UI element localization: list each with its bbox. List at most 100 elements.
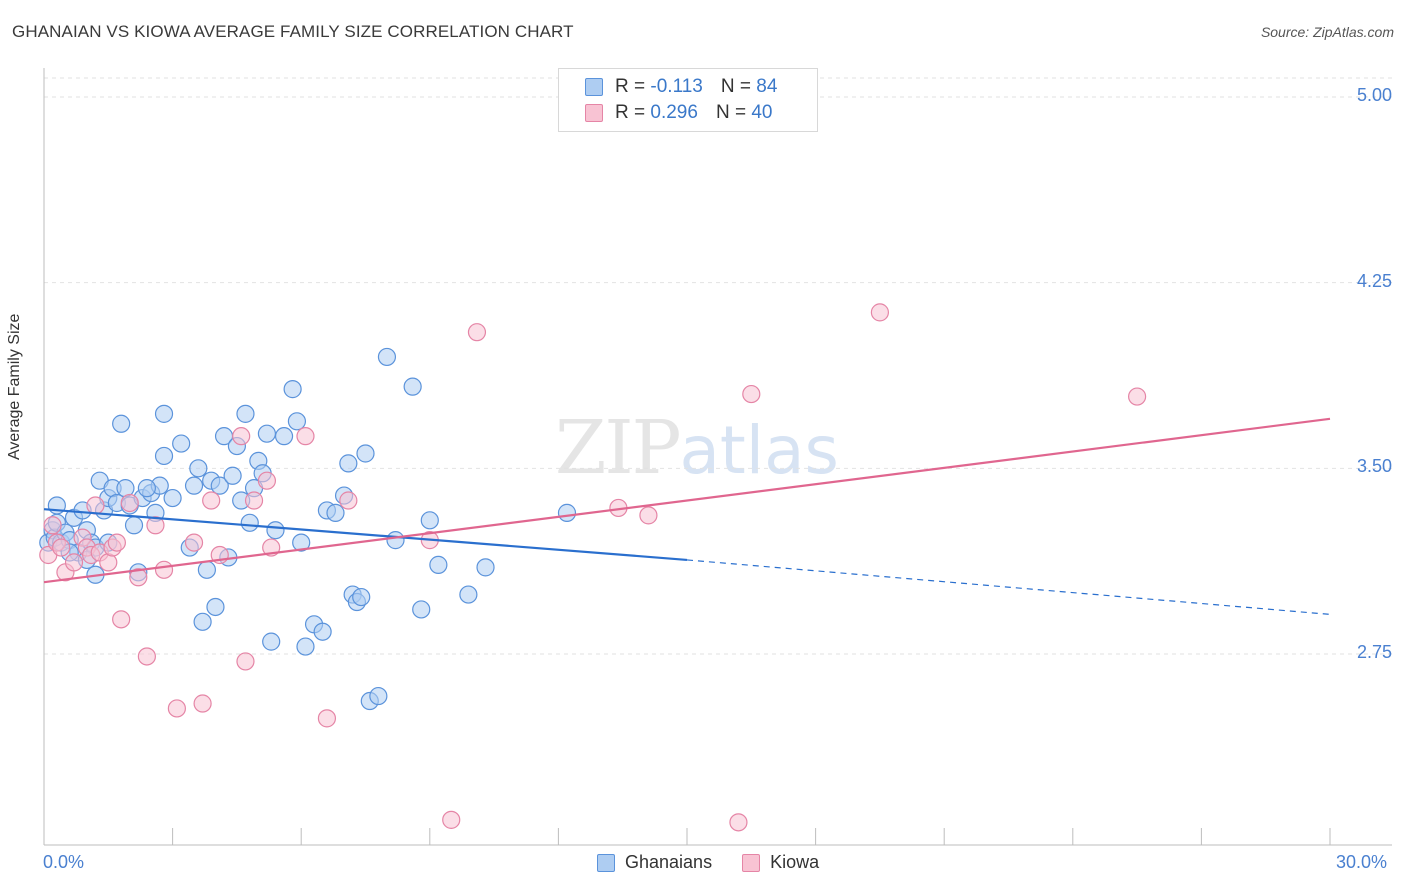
data-point <box>352 587 371 607</box>
data-point <box>112 414 131 433</box>
data-point <box>377 347 397 367</box>
data-point <box>184 533 204 552</box>
data-point <box>197 560 216 579</box>
legend-n-value: 40 <box>751 102 773 123</box>
data-point <box>189 459 208 478</box>
data-point <box>210 476 229 495</box>
bottom-legend-ghanaians[interactable]: Ghanaians <box>597 852 712 873</box>
data-point <box>386 531 405 550</box>
data-point <box>283 380 302 399</box>
legend-n-label: N = <box>720 76 751 97</box>
data-point <box>129 568 148 587</box>
data-point <box>120 493 139 513</box>
y-tick-label: 5.00 <box>1356 85 1392 105</box>
data-point <box>557 503 577 522</box>
data-point <box>476 558 495 577</box>
data-point <box>292 533 311 552</box>
data-point <box>163 488 182 508</box>
ghanaians-trend-line <box>43 508 688 562</box>
bottom-legend-swatch-kiowa <box>742 853 761 872</box>
data-point <box>154 446 174 466</box>
y-tick-label: 3.50 <box>1356 456 1392 477</box>
data-point <box>1127 387 1147 406</box>
data-point <box>326 503 345 522</box>
data-point <box>236 404 255 423</box>
data-point <box>64 553 84 572</box>
data-point <box>206 597 225 617</box>
data-point <box>742 384 761 404</box>
data-point <box>232 427 251 446</box>
data-point <box>287 412 307 431</box>
ghanaians-trend-extension <box>686 559 1331 615</box>
legend-row-ghanaians: R = -0.113 N = 84 <box>585 74 777 100</box>
data-point <box>420 511 439 530</box>
data-point <box>223 466 242 485</box>
bottom-legend-label: Kiowa <box>770 852 820 872</box>
data-point <box>339 491 358 510</box>
trend-lines <box>43 417 1331 615</box>
kiowa-trend-line <box>43 417 1331 584</box>
data-point <box>236 652 255 671</box>
legend-r-label: R = <box>615 76 646 97</box>
data-point <box>429 555 448 574</box>
data-point <box>193 694 212 713</box>
data-point <box>403 377 422 396</box>
data-point <box>459 585 478 604</box>
data-point <box>154 560 174 579</box>
data-point <box>369 686 388 706</box>
data-point <box>154 404 174 423</box>
data-point <box>870 303 890 322</box>
watermark: ZIPatlas <box>555 405 839 491</box>
data-point <box>202 491 221 510</box>
data-point <box>167 699 186 718</box>
watermark-zip: ZIP <box>555 405 681 491</box>
data-point <box>107 533 126 552</box>
data-point <box>467 323 487 342</box>
legend-n-value: 84 <box>756 76 778 97</box>
watermark-atlas: atlas <box>679 412 839 489</box>
data-point <box>317 709 337 728</box>
bottom-legend-label: Ghanaians <box>625 852 713 872</box>
data-point <box>412 600 431 619</box>
data-point <box>244 491 264 510</box>
data-point <box>262 632 281 651</box>
data-point <box>184 476 204 495</box>
data-point <box>137 647 156 666</box>
data-point <box>274 427 294 446</box>
axes <box>43 68 1392 846</box>
data-point <box>639 506 658 525</box>
data-point <box>339 454 358 473</box>
data-point <box>257 471 277 490</box>
x-tick-max: 30.0% <box>1336 852 1388 872</box>
data-point <box>172 434 191 453</box>
bottom-legend-kiowa[interactable]: Kiowa <box>742 852 819 873</box>
data-point <box>52 538 71 557</box>
data-point <box>43 516 62 535</box>
data-point <box>313 622 332 641</box>
bottom-legend-swatch-ghanaians <box>597 853 615 872</box>
data-point <box>112 610 131 629</box>
y-axis-label: Average Family Size <box>6 313 23 460</box>
chart-title: GHANAIAN VS KIOWA AVERAGE FAMILY SIZE CO… <box>12 22 574 41</box>
data-point <box>442 810 461 829</box>
ghanaians-points <box>39 347 577 711</box>
source-credit: Source: ZipAtlas.com <box>1260 24 1394 40</box>
data-point <box>137 479 156 498</box>
data-point <box>240 513 259 532</box>
legend-row-kiowa: R = 0.296 N = 40 <box>585 100 772 126</box>
legend-r-value: -0.113 <box>650 76 703 97</box>
legend-swatch-ghanaians <box>585 78 603 96</box>
data-point <box>266 521 285 540</box>
data-point <box>146 516 165 535</box>
grid-lines <box>44 77 1395 655</box>
y-tick-label: 4.25 <box>1356 270 1392 291</box>
data-point <box>296 427 315 446</box>
data-point <box>193 612 212 631</box>
data-point <box>296 637 315 656</box>
data-point <box>124 516 144 535</box>
legend-r-label: R = <box>615 102 646 123</box>
legend-n-label: N = <box>715 102 747 123</box>
y-tick-label: 2.75 <box>1356 642 1392 662</box>
x-tick-min: 0.0% <box>43 852 85 872</box>
legend-r-value: 0.296 <box>650 102 698 123</box>
